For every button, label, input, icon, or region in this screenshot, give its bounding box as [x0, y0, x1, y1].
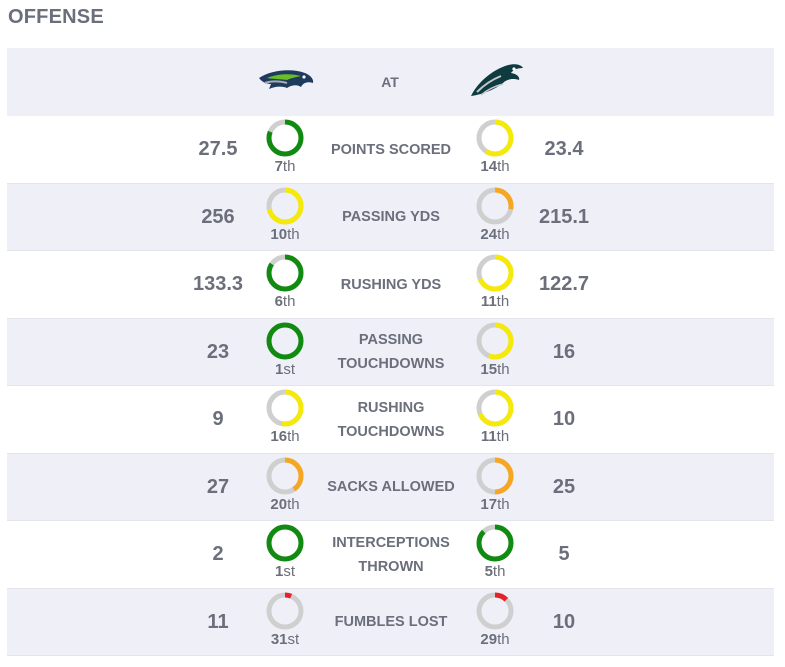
away-stat-value: 2: [212, 543, 224, 565]
home-rank-ring: [476, 322, 514, 359]
ring-fill: [266, 524, 304, 562]
home-stat-value: 122.7: [538, 273, 590, 295]
home-rank-ring: [476, 187, 514, 224]
away-rank-label: 1st: [274, 563, 295, 580]
away-rank-ring: [266, 254, 304, 292]
away-stat-value: 256: [201, 205, 235, 228]
stat-row: 11 31st FUMBLES LOST 29th 10: [7, 588, 774, 656]
stat-label: INTERCEPTIONS THROWN: [332, 534, 450, 575]
stat-label: PASSING TOUCHDOWNS: [337, 332, 445, 372]
stats-table: AT 27.5 7th POINTS SCORED 14th 23.4 256 10th PA…: [7, 48, 774, 656]
away-stat-value: 133.3: [192, 273, 244, 295]
away-rank-label: 16th: [270, 428, 300, 445]
away-rank-ring: [266, 322, 304, 359]
home-rank-label: 11th: [480, 293, 510, 310]
ring-fill: [476, 187, 514, 224]
ring-fill: [476, 592, 514, 629]
ring-fill: [266, 389, 304, 427]
home-rank-ring: [476, 254, 514, 292]
ring-fill: [266, 119, 304, 157]
away-rank-label: 7th: [274, 158, 296, 175]
ring-fill: [476, 119, 514, 157]
stat-label: SACKS ALLOWED: [327, 479, 455, 495]
away-rank-ring: [266, 389, 304, 427]
stat-label: POINTS SCORED: [330, 141, 452, 158]
home-rank-ring: [476, 119, 514, 157]
away-rank-label: 6th: [274, 293, 296, 310]
stat-label: RUSHING TOUCHDOWNS: [337, 399, 445, 440]
home-rank-ring: [476, 389, 514, 427]
home-rank-label: 5th: [484, 563, 506, 580]
away-rank-label: 31st: [270, 630, 300, 648]
stat-row: 23 1st PASSING TOUCHDOWNS 15th 16: [7, 318, 774, 386]
home-rank-label: 24th: [480, 225, 510, 243]
stat-row: 2 1st INTERCEPTIONS THROWN 5th 5: [7, 521, 774, 589]
away-stat-value: 23: [206, 340, 230, 363]
home-rank-label: 11th: [480, 428, 510, 445]
stat-row: 133.3 6th RUSHING YDS 11th 122.7: [7, 251, 774, 319]
away-stat-value: 27: [206, 475, 230, 498]
away-stat-value: 27.5: [198, 138, 238, 160]
home-stat-value: 5: [558, 543, 570, 565]
away-rank-label: 20th: [270, 495, 300, 513]
away-rank-label: 10th: [270, 225, 300, 243]
away-rank-ring: [266, 187, 304, 224]
away-rank-ring: [266, 592, 304, 629]
home-stat-value: 215.1: [538, 205, 590, 228]
home-stat-value: 10: [552, 610, 576, 633]
home-rank-label: 17th: [480, 495, 510, 513]
ring-fill: [266, 592, 304, 629]
stat-row: 27 20th SACKS ALLOWED 17th 25: [7, 453, 774, 521]
ring-fill: [266, 187, 304, 224]
away-stat-value: 11: [207, 610, 229, 633]
ring-fill: [266, 457, 304, 494]
stat-label: RUSHING YDS: [340, 276, 442, 293]
away-stat-value: 9: [212, 408, 224, 430]
home-rank-ring: [476, 592, 514, 629]
away-rank-ring: [266, 457, 304, 494]
ring-track: [266, 592, 304, 629]
home-rank-ring: [476, 457, 514, 494]
stat-row: 256 10th PASSING YDS 24th 215.1: [7, 183, 774, 251]
section-title: OFFENSE: [8, 6, 104, 28]
away-rank-ring: [266, 524, 304, 562]
home-rank-ring: [476, 524, 514, 562]
home-stat-value: 25: [552, 475, 576, 498]
stat-label: FUMBLES LOST: [334, 614, 448, 630]
ring-fill: [476, 524, 514, 562]
stat-row: 9 16th RUSHING TOUCHDOWNS 11th 10: [7, 386, 774, 454]
home-stat-value: 16: [552, 340, 576, 363]
home-stat-value: 23.4: [544, 138, 584, 160]
stat-row: 27.5 7th POINTS SCORED 14th 23.4: [7, 116, 774, 184]
ring-fill: [476, 389, 514, 427]
ring-fill: [266, 254, 304, 292]
home-rank-label: 14th: [480, 158, 510, 175]
matchup-header: AT: [7, 48, 774, 116]
eagles-logo-icon: [471, 64, 523, 96]
ring-fill: [476, 322, 514, 359]
home-stat-value: 10: [552, 408, 576, 430]
ring-fill: [476, 254, 514, 292]
home-rank-label: 15th: [480, 360, 510, 378]
ring-fill: [266, 322, 304, 359]
seahawks-logo-icon: [259, 70, 314, 89]
home-rank-label: 29th: [480, 630, 510, 648]
away-rank-ring: [266, 119, 304, 157]
away-rank-label: 1st: [274, 360, 295, 378]
ring-fill: [476, 457, 514, 494]
stat-label: PASSING YDS: [342, 209, 440, 225]
